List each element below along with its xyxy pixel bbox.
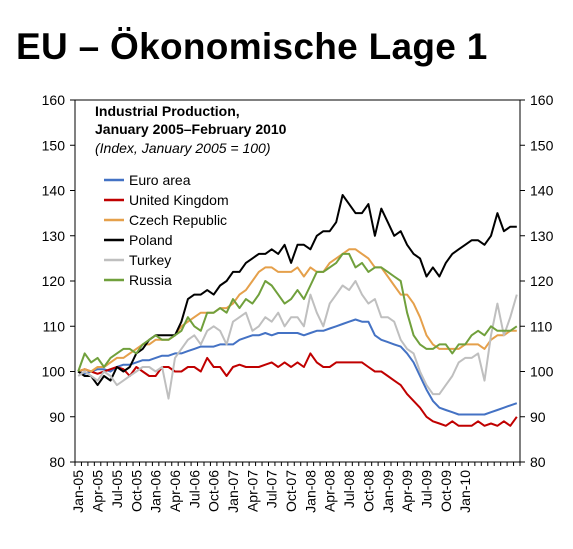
x-tick-label: Oct-08 — [360, 470, 376, 512]
chart-subtitle: (Index, January 2005 = 100) — [95, 140, 271, 156]
chart-title: Industrial Production, — [95, 103, 240, 119]
legend-label: Czech Republic — [129, 212, 227, 228]
y-tick-label-left: 150 — [42, 137, 66, 153]
y-tick-label-right: 150 — [530, 137, 554, 153]
legend-label: Poland — [129, 232, 173, 248]
x-tick-label: Oct-05 — [128, 470, 144, 512]
x-tick-label: Apr-06 — [167, 470, 183, 512]
y-tick-label-left: 140 — [42, 183, 66, 199]
y-tick-label-right: 140 — [530, 183, 554, 199]
x-tick-label: Jul-07 — [264, 470, 280, 508]
legend-label: Russia — [129, 272, 172, 288]
y-tick-label-left: 160 — [42, 92, 66, 108]
slide-title: EU – Ökonomische Lage 1 — [16, 26, 488, 67]
x-tick-label: Apr-05 — [90, 470, 106, 512]
x-tick-label: Jul-06 — [186, 470, 202, 508]
y-tick-label-right: 120 — [530, 273, 554, 289]
x-tick-label: Oct-07 — [283, 470, 299, 512]
x-tick-label: Jan-06 — [148, 470, 164, 513]
legend-label: Turkey — [129, 252, 171, 268]
x-tick-label: Jan-08 — [302, 470, 318, 513]
y-tick-label-right: 160 — [530, 92, 554, 108]
x-tick-label: Jan-07 — [225, 470, 241, 513]
x-tick-label: Jan-10 — [457, 470, 473, 513]
x-tick-label: Apr-08 — [322, 470, 338, 512]
series-line-united-kingdom — [77, 352, 518, 427]
x-tick-label: Jan-05 — [70, 470, 86, 513]
axis-layer: 80 80 90 90 100 100 110 110 120 120 130 130 140 140 15… — [42, 92, 554, 513]
y-tick-label-left: 80 — [49, 454, 65, 470]
x-tick-label: Oct-06 — [206, 470, 222, 512]
x-tick-label: Oct-09 — [438, 470, 454, 512]
y-tick-label-left: 110 — [43, 318, 66, 334]
y-tick-label-left: 100 — [42, 364, 66, 380]
x-tick-label: Jul-09 — [418, 470, 434, 508]
x-tick-label: Jul-05 — [109, 470, 125, 508]
legend-label: United Kingdom — [129, 192, 229, 208]
y-tick-label-left: 90 — [49, 409, 65, 425]
y-tick-label-right: 130 — [530, 228, 554, 244]
legend: Euro area United Kingdom Czech Republic Pol… — [104, 172, 229, 288]
series-line-turkey — [77, 280, 518, 400]
y-tick-label-right: 80 — [530, 454, 546, 470]
y-tick-label-left: 130 — [42, 228, 66, 244]
series-line-euro-area — [77, 318, 518, 416]
chart-title-block: Industrial Production, January 2005–Febr… — [95, 103, 287, 156]
x-tick-label: Jan-09 — [380, 470, 396, 513]
x-tick-label: Apr-09 — [399, 470, 415, 512]
y-tick-label-right: 90 — [530, 409, 546, 425]
x-tick-label: Apr-07 — [244, 470, 260, 512]
y-tick-label-right: 100 — [530, 364, 554, 380]
y-tick-label-left: 120 — [42, 273, 66, 289]
y-tick-label-right: 110 — [530, 318, 553, 334]
series-layer — [77, 194, 518, 427]
legend-label: Euro area — [129, 172, 191, 188]
chart-title-line2: January 2005–February 2010 — [95, 121, 287, 137]
series-line-russia — [77, 252, 518, 372]
series-line-czech-republic — [77, 248, 517, 373]
x-tick-label: Jul-08 — [341, 470, 357, 508]
